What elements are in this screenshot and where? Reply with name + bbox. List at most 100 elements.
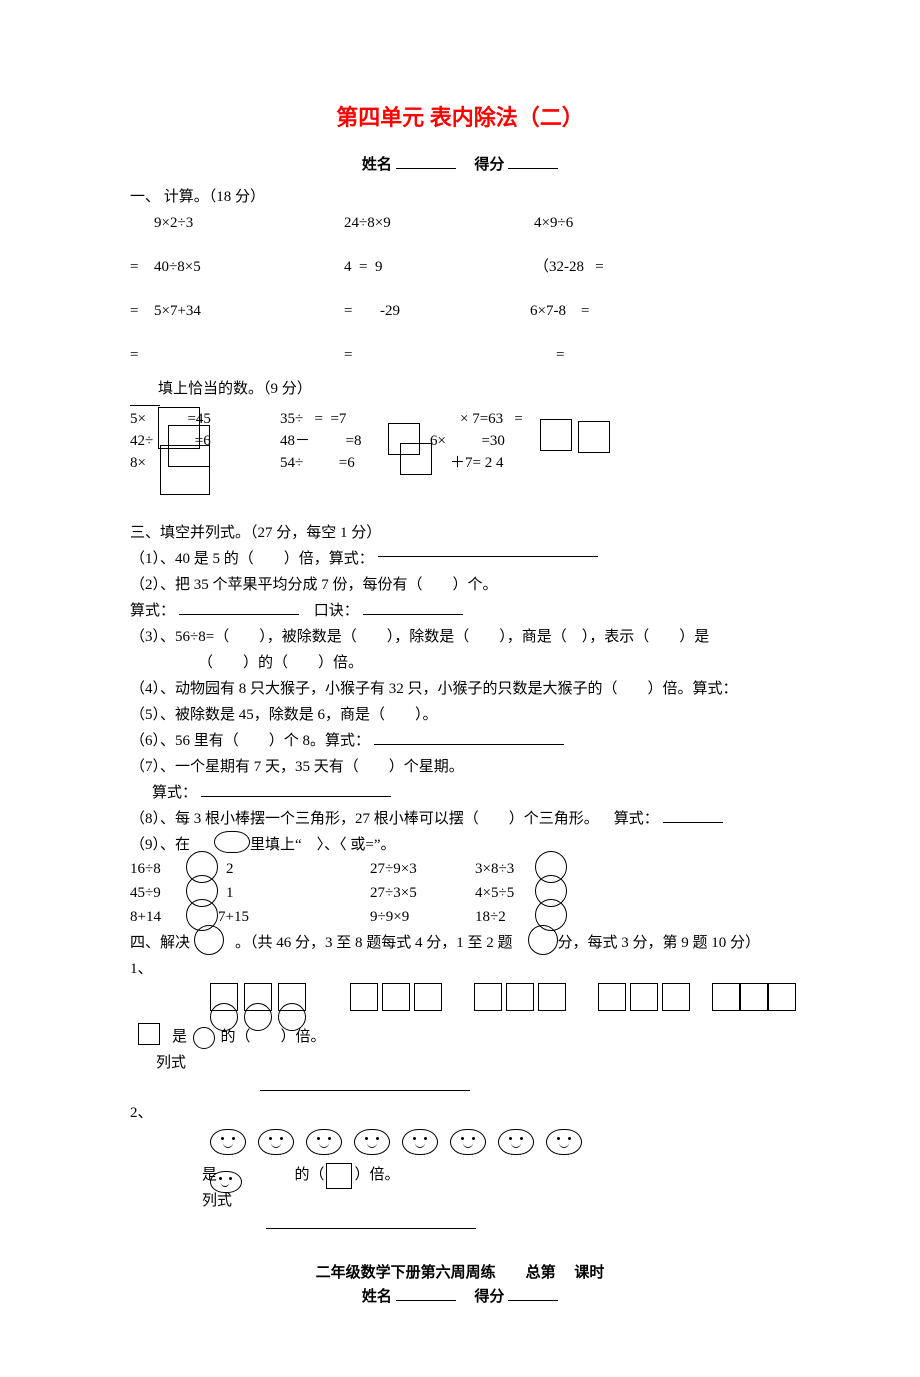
blank-underline[interactable] bbox=[179, 614, 299, 615]
eq-sign: = bbox=[130, 343, 154, 367]
blank-underline[interactable] bbox=[266, 1228, 476, 1229]
eq-sign: = bbox=[595, 259, 603, 275]
square-shape bbox=[538, 983, 566, 1011]
square-shape bbox=[474, 983, 502, 1011]
circle-shape bbox=[193, 1027, 215, 1049]
s3-q2-koujue-label: 口诀： bbox=[314, 603, 359, 619]
cmp-text: 4×5÷5 bbox=[475, 881, 514, 905]
square-shape bbox=[506, 983, 534, 1011]
s3-q9-text: （9）、在 里填上“ 〉、〈 或=”。 bbox=[130, 837, 396, 853]
s3-q1: （1）、40 是 5 的（ ）倍，算式： bbox=[130, 547, 790, 571]
cmp-text: 45÷9 bbox=[130, 881, 161, 905]
s4-q1-sub-label: 列式 bbox=[156, 1055, 186, 1071]
s4-q1-times: 的（ ）倍。 bbox=[221, 1029, 326, 1045]
cmp-text: 27÷3×5 bbox=[370, 881, 417, 905]
s2-l1-b-post: =7 bbox=[330, 411, 346, 427]
section-4-head: 四、解决 。（共 46 分，3 至 8 题每式 4 分，1 至 2 题 分，每式… bbox=[130, 931, 790, 955]
s1-r1-a: 9×2÷3 bbox=[154, 211, 344, 235]
blank-box[interactable] bbox=[326, 1163, 352, 1189]
s2-l3-c: ＋7= 2 4 bbox=[450, 455, 503, 471]
cmp-text: 9÷9×9 bbox=[370, 905, 409, 929]
blank-circle[interactable] bbox=[194, 925, 224, 955]
score-blank[interactable] bbox=[508, 1300, 558, 1301]
s2-l1-a-pre: 5× bbox=[130, 411, 146, 427]
name-blank[interactable] bbox=[396, 1300, 456, 1301]
s2-l1-b-pre: 35÷ bbox=[280, 411, 303, 427]
blank-underline[interactable] bbox=[374, 744, 564, 745]
title-text: 第四单元 表内除法（二） bbox=[336, 105, 584, 130]
cmp-text: 18÷2 bbox=[475, 905, 506, 929]
cmp-text: 8+14 bbox=[130, 905, 161, 929]
blank-underline[interactable] bbox=[363, 614, 463, 615]
s3-q5: （5）、被除数是 45，除数是 6，商是（ ）。 bbox=[130, 703, 790, 727]
name-score-line: 姓名 得分 bbox=[130, 153, 790, 177]
face-icon bbox=[354, 1129, 390, 1155]
blank-underline[interactable] bbox=[663, 822, 723, 823]
blank-box[interactable] bbox=[540, 419, 572, 451]
s3-q7-sub: 算式： bbox=[130, 781, 790, 805]
blank-circle[interactable] bbox=[214, 831, 250, 853]
s1-r3-b: -29 bbox=[380, 299, 530, 323]
s4-q1-sub: 列式 bbox=[130, 1051, 790, 1099]
s1-r2-c: （32-28 bbox=[534, 259, 584, 275]
s4-q2-sub: 列式 bbox=[130, 1189, 790, 1237]
s4-q2-shapes bbox=[130, 1127, 790, 1161]
square-shape bbox=[768, 983, 796, 1011]
square-shape bbox=[662, 983, 690, 1011]
score-label: 得分 bbox=[474, 157, 504, 173]
page-title: 第四单元 表内除法（二） bbox=[130, 100, 790, 135]
footer-score-label: 得分 bbox=[474, 1289, 504, 1305]
s4-q2-label: 2、 bbox=[130, 1101, 790, 1125]
eq-sign: = bbox=[514, 411, 522, 427]
name-blank[interactable] bbox=[396, 168, 456, 169]
section-2-head: 填上恰当的数。（9 分） bbox=[130, 377, 790, 401]
s2-l3-b-post: =6 bbox=[339, 455, 355, 471]
blank-box[interactable] bbox=[578, 421, 610, 453]
blank-circle[interactable] bbox=[528, 925, 558, 955]
blank-underline[interactable] bbox=[260, 1090, 470, 1091]
square-shape bbox=[350, 983, 378, 1011]
section-1-body: 9×2÷3 24÷8×9 4×9÷6 = 40÷8×5 4 = 9 （32-28… bbox=[130, 211, 790, 373]
face-icon bbox=[210, 1129, 246, 1155]
cmp-text: 16÷8 bbox=[130, 857, 161, 881]
name-label: 姓名 bbox=[362, 157, 392, 173]
s3-q6-text: （6）、56 里有（ ）个 8。算式： bbox=[130, 733, 370, 749]
s1-r2-b-r: 9 bbox=[375, 259, 383, 275]
worksheet-page: 第四单元 表内除法（二） 姓名 得分 一、 计算。（18 分） 9×2÷3 24… bbox=[0, 0, 920, 1377]
cmp-text: 1 bbox=[226, 881, 234, 905]
section-4-head-text: 四、解决 。（共 46 分，3 至 8 题每式 4 分，1 至 2 题 分，每式… bbox=[130, 935, 760, 951]
s1-r2-b-l: 4 bbox=[344, 259, 352, 275]
square-shape bbox=[414, 983, 442, 1011]
square-shape bbox=[740, 983, 768, 1011]
s4-q1-is: 是 bbox=[172, 1029, 187, 1045]
s4-q2-sub-label: 列式 bbox=[202, 1193, 232, 1209]
s2-l1-c: × 7=63 bbox=[460, 411, 503, 427]
cmp-row-2: 45÷9 1 27÷3×5 4×5÷5 bbox=[130, 881, 790, 905]
s2-l3-a-pre: 8× bbox=[130, 455, 146, 471]
section-2-body: 5× =45 48－ 35÷ = =7 × 7=63 = 42÷ =6 48－ … bbox=[130, 403, 790, 517]
s3-q2-formula-label: 算式： bbox=[130, 603, 175, 619]
section-3-head: 三、填空并列式。（27 分，每空 1 分） bbox=[130, 521, 790, 545]
cmp-row-1: 16÷8 2 27÷9×3 3×8÷3 bbox=[130, 857, 790, 881]
footer-line-1: 二年级数学下册第六周周练 总第 课时 bbox=[130, 1261, 790, 1285]
s4-q1-shapes bbox=[130, 983, 790, 1023]
face-icon bbox=[450, 1129, 486, 1155]
blank-box[interactable] bbox=[160, 445, 210, 495]
s1-r3-a: 5×7+34 bbox=[154, 299, 344, 323]
square-shape bbox=[630, 983, 658, 1011]
cmp-text: 3×8÷3 bbox=[475, 857, 514, 881]
score-blank[interactable] bbox=[508, 168, 558, 169]
blank-underline[interactable] bbox=[201, 796, 391, 797]
s1-r1-b: 24÷8×9 bbox=[344, 211, 534, 235]
blank-box[interactable] bbox=[400, 443, 432, 475]
s4-q1-label: 1、 bbox=[130, 957, 790, 981]
s3-q4: （4）、动物园有 8 只大猴子，小猴子有 32 只，小猴子的只数是大猴子的（ ）… bbox=[130, 677, 790, 701]
square-shape bbox=[712, 983, 740, 1011]
s2-l2-b-post: =8 bbox=[346, 433, 362, 449]
face-icon bbox=[498, 1129, 534, 1155]
eq-sign: = bbox=[344, 343, 384, 367]
eq-sign: = bbox=[556, 343, 564, 367]
eq-sign: = bbox=[359, 259, 367, 275]
cmp-text: 2 bbox=[226, 857, 234, 881]
face-icon bbox=[210, 1171, 242, 1193]
